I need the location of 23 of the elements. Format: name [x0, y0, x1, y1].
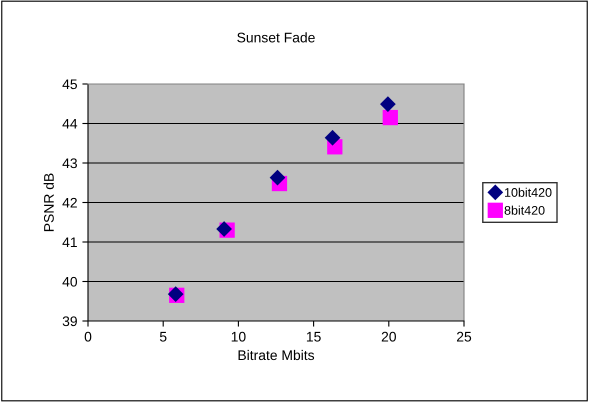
- point: [380, 96, 396, 112]
- x-tick-label: 0: [84, 332, 92, 342]
- point: [382, 110, 398, 126]
- x-tick-label: 10: [232, 332, 246, 342]
- y-tick-label: 44: [62, 118, 78, 129]
- point: [324, 130, 340, 146]
- y-tick-label: 39: [62, 316, 77, 326]
- x-tick-label: 5: [160, 332, 166, 342]
- x-axis-title: Bitrate Mbits: [238, 350, 314, 360]
- x-tick-label: 25: [456, 332, 472, 342]
- point: [270, 170, 286, 186]
- y-tick-label: 40: [62, 276, 78, 287]
- y-axis-title: PSNR dB: [44, 174, 54, 232]
- y-tick-label: 43: [62, 158, 77, 168]
- x-tick-label: 20: [382, 332, 396, 342]
- chart-title: Sunset Fade: [237, 32, 315, 42]
- y-tick-label: 42: [62, 198, 77, 208]
- legend-label: 8bit420: [504, 206, 545, 215]
- y-tick-label: 41: [62, 237, 77, 248]
- legend-label: 10bit420: [505, 188, 552, 197]
- point: [216, 221, 232, 237]
- x-tick-label: 15: [306, 332, 321, 342]
- y-tick-label: 45: [62, 79, 78, 90]
